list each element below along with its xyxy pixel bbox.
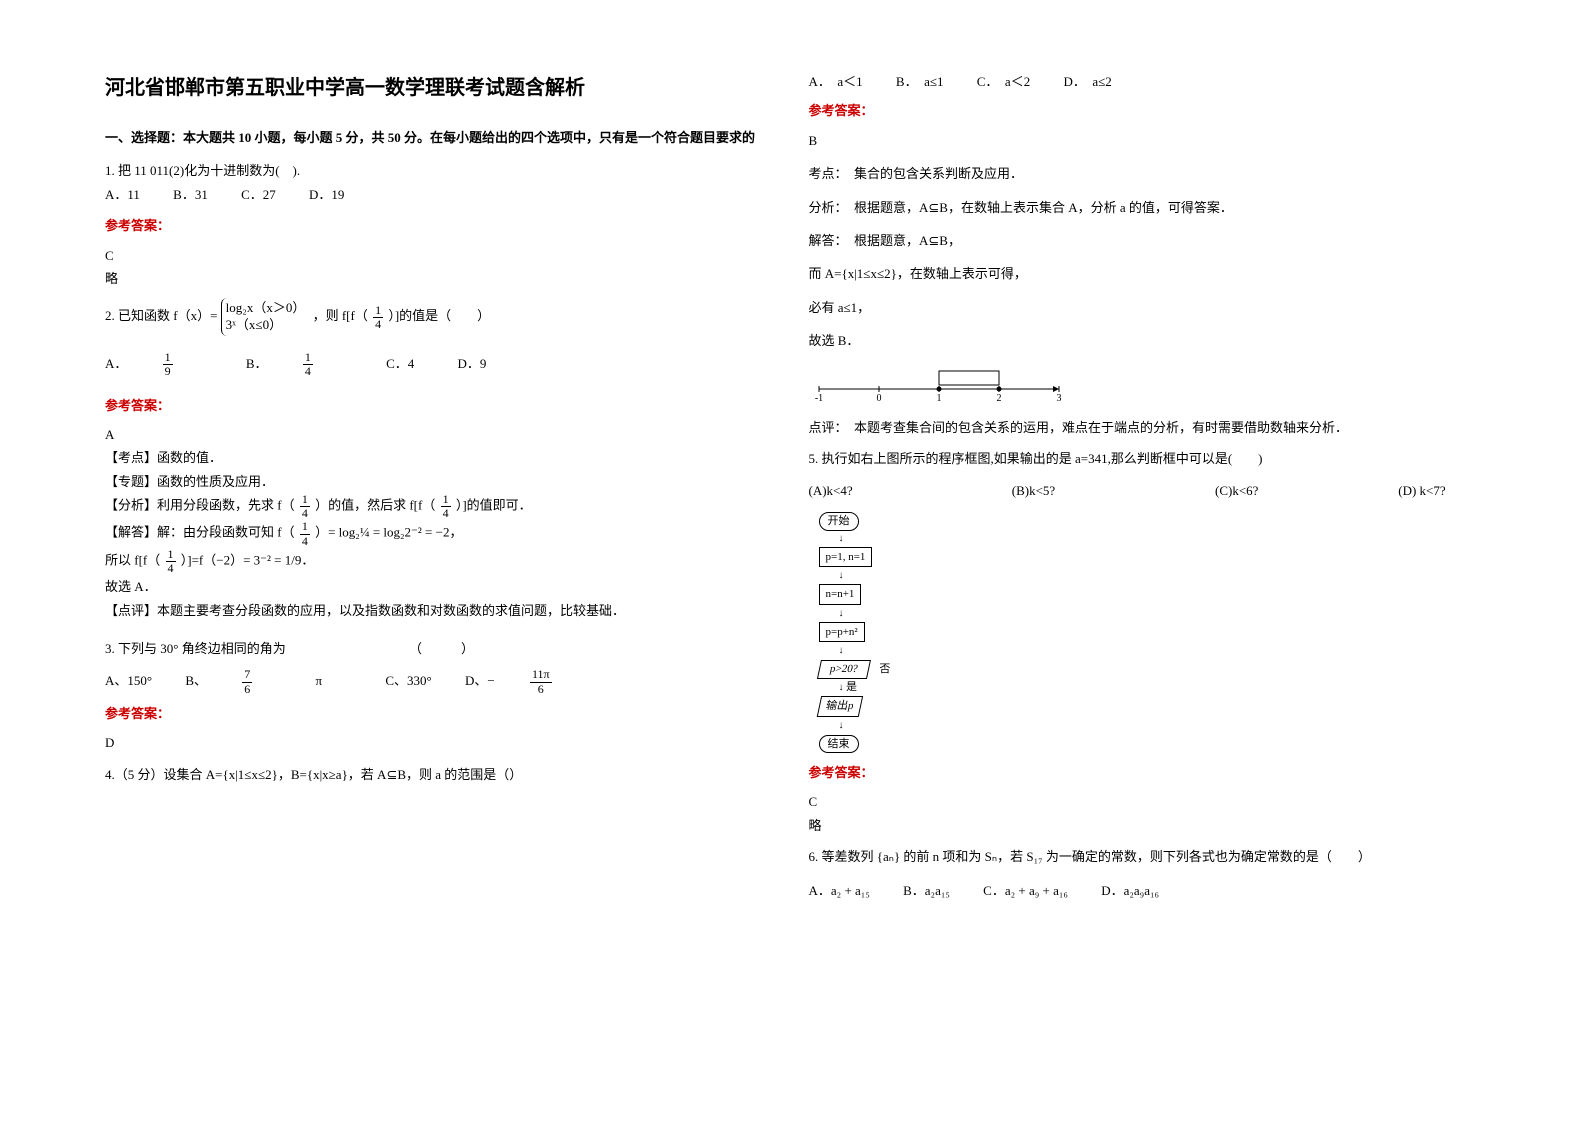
q4-opt-b: B． a≤1 [896,74,944,89]
q2-e3: 【分析】利用分段函数，先求 f（ 14 ）的值，然后求 f[f（ 14 ）]的值… [105,493,779,520]
q3-options: A、150° B、 76 π C、330° D、− 11π6 [105,668,779,695]
question-3: 3. 下列与 30° 角终边相同的角为 （ ） [105,637,779,660]
q3-stem-blank: （ ） [409,641,474,656]
q3-opt-a: A、150° [105,673,152,688]
q3-opt-c: C、330° [385,673,431,688]
q6-options: A．a₂ + a₁₅ B．a₂a₁₅ C．a₂ + a₉ + a₁₆ D．a₂a… [809,879,1483,902]
q6-opt-b: B．a₂a₁₅ [903,883,950,898]
q4-options: A． a＜1 B． a≤1 C． a＜2 D． a≤2 [809,70,1483,93]
q5-options: (A)k<4? (B)k<5? (C)k<6? (D) k<7? [809,479,1483,502]
q2-pw1: log₂x（x＞0） [226,300,306,317]
fc-yes: 是 [846,681,857,693]
q1-explain: 略 [105,267,779,290]
q2-options: A． 19 B． 14 C．4 D．9 [105,351,779,378]
q2-opt-b-frac: 14 [303,351,343,378]
page-title: 河北省邯郸市第五职业中学高一数学理联考试题含解析 [105,70,779,106]
q2-opt-b-pre: B． [246,356,268,371]
q2-opt-c: C．4 [386,356,414,371]
fc-b2: n=n+1 [819,584,862,605]
q4-e5: 必有 a≤1， [809,296,1483,319]
q4-e1: 考点： 集合的包含关系判断及应用． [809,162,1483,185]
q5-answer: C [809,790,1483,813]
q2-answer-label: 参考答案： [105,394,779,417]
q6-opt-c: C．a₂ + a₉ + a₁₆ [983,883,1068,898]
q1-stem: 1. 把 11 011(2)化为十进制数为( ). [105,159,779,182]
right-column: A． a＜1 B． a≤1 C． a＜2 D． a≤2 参考答案： B 考点： … [794,70,1498,1052]
fc-output: 输出p [816,696,862,717]
q2-frac: 1 4 [373,304,383,331]
svg-text:2: 2 [996,393,1001,401]
q3-stem-pre: 3. 下列与 30° 角终边相同的角为 [105,641,286,656]
fc-decision: p>20? [817,660,871,679]
q3-opt-b: B、 76 π [185,673,355,688]
q4-e3: 解答： 根据题意，A⊆B， [809,229,1483,252]
q3-opt-d: D、− 11π6 [465,673,612,688]
q2-e4: 【解答】解：由分段函数可知 f（ 14 ）= log₂¼ = log₂2⁻² =… [105,520,779,547]
q1-options: A．11 B．31 C．27 D．19 [105,183,779,206]
q5-opt-b: (B)k<5? [1012,479,1212,502]
q2-e5: 所以 f[f（ 14 ）]=f（−2）= 3⁻² = 1/9． [105,548,779,575]
q1-opt-d: D．19 [309,187,344,202]
q2-stem-post: ）]的值是（ ） [388,308,490,323]
q2-piecewise: log₂x（x＞0） 3ˣ（x≤0） [221,298,310,336]
question-4-stem: 4.（5 分）设集合 A={x|1≤x≤2}，B={x|x≥a}，若 A⊆B，则… [105,763,779,786]
fc-no: 否 [879,663,890,675]
q2-pw2: 3ˣ（x≤0） [226,317,306,334]
svg-text:1: 1 [936,393,941,401]
fc-b3: p=p+n² [819,622,865,643]
q2-e1: 【考点】函数的值． [105,446,779,469]
q3-answer: D [105,731,779,754]
q1-opt-a: A．11 [105,187,140,202]
svg-text:0: 0 [876,393,881,401]
q2-stem-pre: 2. 已知函数 f（x）= [105,308,217,323]
q5-opt-a: (A)k<4? [809,479,1009,502]
q4-answer: B [809,129,1483,152]
left-column: 河北省邯郸市第五职业中学高一数学理联考试题含解析 一、选择题：本大题共 10 小… [90,70,794,1052]
q3-answer-label: 参考答案： [105,702,779,725]
question-5-stem: 5. 执行如右上图所示的程序框图,如果输出的是 a=341,那么判断框中可以是(… [809,447,1483,470]
q4-opt-a: A． a＜1 [809,74,863,89]
q4-e2: 分析： 根据题意，A⊆B，在数轴上表示集合 A，分析 a 的值，可得答案． [809,196,1483,219]
q2-stem-mid: ，则 f[f（ [313,308,368,323]
q4-e4: 而 A={x|1≤x≤2}，在数轴上表示可得， [809,262,1483,285]
question-6-stem: 6. 等差数列 {aₙ} 的前 n 项和为 Sₙ，若 S₁₇ 为一确定的常数，则… [809,845,1483,868]
numberline-diagram: -1 0 1 2 3 [809,361,1069,401]
fc-start: 开始 [819,512,859,531]
q5-opt-d: (D) k<7? [1398,479,1445,502]
q2-opt-d: D．9 [457,356,486,371]
section-header: 一、选择题：本大题共 10 小题，每小题 5 分，共 50 分。在每小题给出的四… [105,126,779,149]
question-2: 2. 已知函数 f（x）= log₂x（x＞0） 3ˣ（x≤0） ，则 f[f（… [105,298,779,336]
q2-e2: 【专题】函数的性质及应用． [105,470,779,493]
q1-opt-b: B．31 [173,187,208,202]
q2-e6: 故选 A． [105,575,779,598]
q1-answer: C [105,244,779,267]
q2-opt-a-pre: A． [105,356,127,371]
question-1: 1. 把 11 011(2)化为十进制数为( ). A．11 B．31 C．27… [105,159,779,206]
q6-opt-a: A．a₂ + a₁₅ [809,883,870,898]
flowchart-diagram: 开始 ↓ p=1, n=1 ↓ n=n+1 ↓ p=p+n² ↓ p>20? 否… [819,510,1483,753]
q4-opt-d: D． a≤2 [1063,74,1111,89]
q2-answer: A [105,423,779,446]
q6-opt-d: D．a₂a₉a₁₆ [1101,883,1159,898]
q4-e6: 故选 B． [809,329,1483,352]
q5-opt-c: (C)k<6? [1215,479,1395,502]
q4-answer-label: 参考答案： [809,99,1483,122]
q5-explain: 略 [809,814,1483,837]
svg-text:3: 3 [1056,393,1061,401]
q1-opt-c: C．27 [241,187,276,202]
svg-text:-1: -1 [814,393,822,401]
q1-answer-label: 参考答案： [105,214,779,237]
q2-e7: 【点评】本题主要考查分段函数的应用，以及指数函数和对数函数的求值问题，比较基础． [105,599,779,622]
fc-end: 结束 [819,735,859,754]
q2-opt-a-frac: 19 [163,351,203,378]
q4-e7: 点评： 本题考查集合间的包含关系的运用，难点在于端点的分析，有时需要借助数轴来分… [809,416,1483,439]
fc-b1: p=1, n=1 [819,547,873,568]
q5-answer-label: 参考答案： [809,761,1483,784]
q4-opt-c: C． a＜2 [977,74,1030,89]
